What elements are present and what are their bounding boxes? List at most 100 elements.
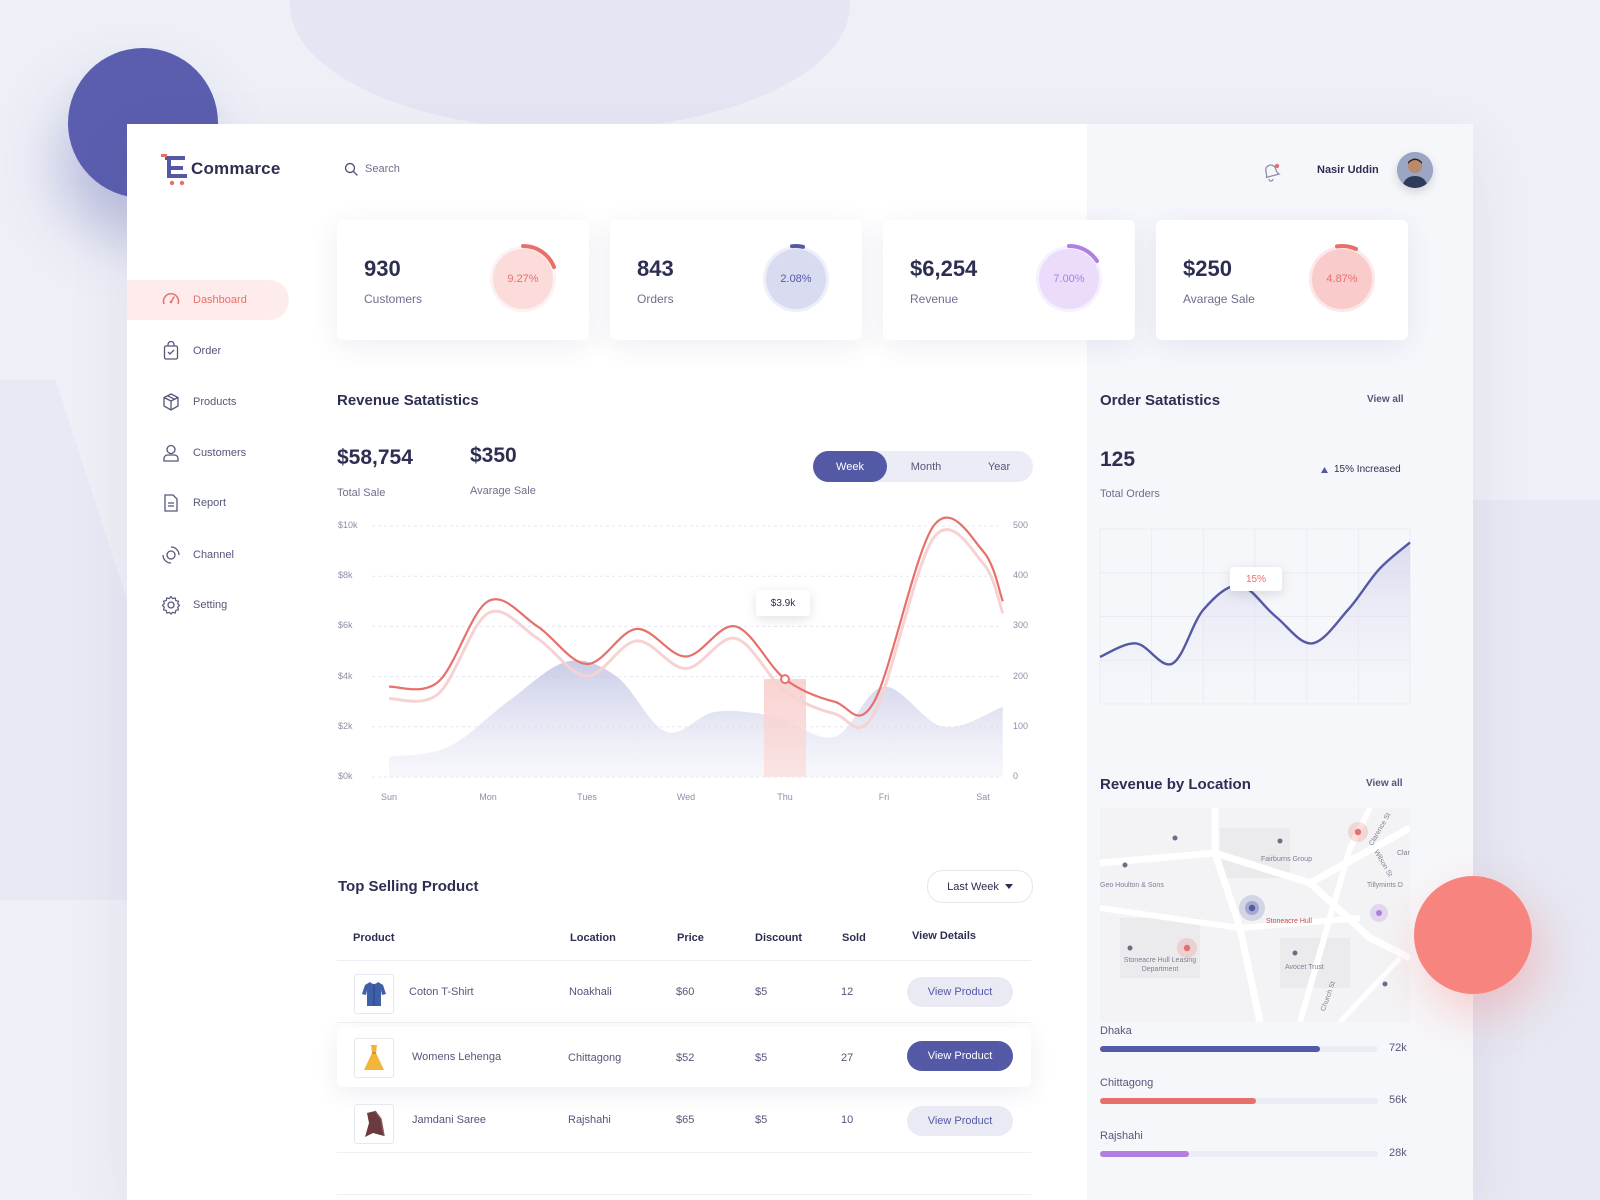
stat-percent: 4.87% [1326,273,1358,285]
period-toggle: Week Month Year [813,451,1033,482]
view-product-button[interactable]: View Product [907,1106,1013,1136]
column-header-sold: Sold [842,932,866,944]
location-name-dhaka: Dhaka [1100,1025,1132,1037]
location-value-rajshahi: 28k [1389,1147,1407,1159]
notification-bell-icon[interactable] [1259,159,1283,188]
product-name: Coton T-Shirt [409,986,474,998]
revenue-chart-svg [372,516,1005,778]
view-product-button[interactable]: View Product [907,1041,1013,1071]
y-axis-tick: $10k [338,520,358,530]
location-view-all-link[interactable]: View all [1366,778,1403,789]
revenue-title: Revenue Satatistics [337,392,479,409]
sidebar-item-setting[interactable]: Setting [127,585,289,625]
x-axis-tick: Thu [777,792,793,802]
shirt-icon [362,982,386,1006]
location-map[interactable]: Fairburns Group Geo Houlton & Sons Stone… [1100,808,1410,1022]
total-sale-value: $58,754 [337,446,413,469]
stat-percent: 9.27% [507,273,539,285]
table-row[interactable]: Jamdani Saree Rajshahi $65 $5 10 View Pr… [337,1092,1031,1153]
sidebar-item-label: Channel [193,549,234,561]
stat-card-orders[interactable]: 843 Orders 2.08% [610,220,862,340]
stat-label: Avarage Sale [1183,292,1255,306]
saree-icon [365,1110,385,1137]
product-discount: $5 [755,986,768,998]
avatar[interactable] [1397,152,1433,188]
order-chart-tooltip: 15% [1230,567,1282,591]
sidebar-item-dashboard[interactable]: Dashboard [127,280,289,320]
column-header-price: Price [677,932,704,944]
total-orders-label: Total Orders [1100,488,1160,500]
total-orders-value: 125 [1100,448,1136,471]
y-axis-tick: $0k [338,771,353,781]
product-sold: 10 [841,1114,854,1126]
stat-label: Customers [364,292,423,306]
location-bar-fill [1100,1098,1256,1104]
y2-axis-tick: 300 [1013,620,1029,631]
arrow-up-icon [1321,466,1328,473]
logo[interactable]: Commarce [161,154,281,186]
sidebar-item-channel[interactable]: Channel [127,535,289,575]
table-row[interactable]: Coton T-Shirt Noakhali $60 $5 12 View Pr… [337,962,1031,1023]
bag-icon [163,341,179,360]
tab-month[interactable]: Month [910,460,942,473]
y-axis-tick: $2k [338,720,353,731]
speedometer-icon [162,293,180,305]
y2-axis-tick: 500 [1013,520,1029,530]
dashboard-window: Commarce Dashboard Order [127,124,1473,1200]
user-name[interactable]: Nasir Uddin [1317,164,1379,176]
tab-week[interactable]: Week [813,451,887,482]
average-sale-value: $350 [470,444,517,467]
map-label: Clar [1397,850,1410,857]
table-divider [337,960,1031,961]
search-input[interactable]: Search [365,163,400,175]
column-header-discount: Discount [755,932,803,944]
highlight-point[interactable] [780,674,790,685]
sidebar-item-label: Report [193,497,227,509]
stat-card-customers[interactable]: 930 Customers 9.27% [337,220,589,340]
stat-percent: 7.00% [1053,273,1085,285]
view-product-button[interactable]: View Product [907,977,1013,1007]
product-price: $52 [676,1052,695,1064]
user-icon [163,444,179,462]
cart-logo-icon [161,154,189,186]
chart-tooltip: $3.9k [756,590,810,616]
map-label: Tillymints D [1367,882,1403,889]
location-bar-fill [1100,1046,1320,1052]
sidebar-item-customers[interactable]: Customers [127,433,289,473]
x-axis-tick: Wed [676,792,696,802]
sidebar: Commarce Dashboard Order [127,124,309,1200]
y-axis-tick: $6k [338,620,353,631]
table-row[interactable]: Womens Lehenga Chittagong $52 $5 27 View… [337,1027,1031,1087]
search-bar[interactable]: Search [344,162,400,176]
logo-text: Commarce [191,159,281,178]
map-label: Fairburns Group [1261,856,1312,863]
channel-icon [162,546,180,564]
product-discount: $5 [755,1052,768,1064]
dress-icon [364,1045,384,1070]
product-location: Rajshahi [568,1114,611,1126]
sidebar-item-report[interactable]: Report [127,483,289,523]
product-thumbnail [354,1038,394,1078]
map-label: Geo Houlton & Sons [1100,882,1164,889]
dropdown-value: Last Week [947,880,999,893]
sidebar-item-products[interactable]: Products [127,382,289,422]
stat-card-revenue[interactable]: $6,254 Revenue 7.00% [883,220,1135,340]
sidebar-item-order[interactable]: Order [127,331,289,371]
average-sale-label: Avarage Sale [470,485,536,497]
location-name-rajshahi: Rajshahi [1100,1130,1143,1142]
total-sale-label: Total Sale [337,487,386,499]
tab-year[interactable]: Year [987,460,1011,473]
orders-area [1100,542,1410,704]
product-name: Jamdani Saree [412,1114,486,1126]
map-label: Stoneacre Hull Leasing Department [1123,957,1197,973]
orders-area-series [389,660,1003,777]
order-view-all-link[interactable]: View all [1367,394,1404,405]
search-icon [344,162,358,176]
increase-text: 15% Increased [1334,464,1401,475]
location-bar-dhaka [1100,1046,1378,1052]
orders-line-series [1099,541,1411,666]
stat-card-average-sale[interactable]: $250 Avarage Sale 4.87% [1156,220,1408,340]
period-dropdown[interactable]: Last Week [927,870,1033,903]
progress-ring [763,244,829,312]
column-header-product: Product [353,932,395,944]
